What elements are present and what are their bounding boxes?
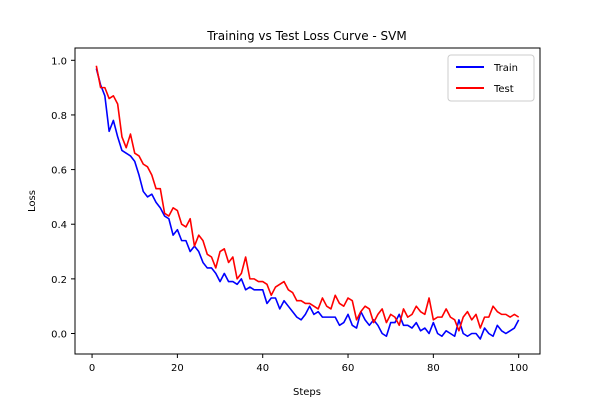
x-tick-label: 40 (256, 363, 269, 374)
legend-label-test: Test (493, 84, 514, 95)
x-tick-label: 20 (171, 363, 184, 374)
y-tick-label: 0.0 (51, 330, 67, 341)
x-tick-label: 100 (509, 363, 528, 374)
axes-frame (74, 47, 541, 355)
legend: Train Test (447, 54, 535, 102)
legend-label-train: Train (493, 63, 518, 74)
x-axis-ticks: 0 20 40 60 80 100 (89, 354, 528, 374)
y-axis-ticks: 0.0 0.2 0.4 0.6 0.8 1.0 (51, 56, 75, 341)
x-tick-label: 0 (89, 363, 95, 374)
series-line-test (95, 65, 520, 332)
y-axis-label: Loss (27, 190, 38, 212)
y-tick-label: 0.8 (51, 111, 67, 122)
chart-title: Training vs Test Loss Curve - SVM (206, 29, 406, 43)
y-tick-label: 0.4 (51, 220, 67, 231)
x-tick-label: 80 (427, 363, 440, 374)
y-tick-label: 0.2 (51, 275, 67, 286)
series-line-train (95, 68, 520, 340)
y-tick-label: 1.0 (51, 56, 67, 67)
legend-box (447, 54, 535, 102)
y-tick-label: 0.6 (51, 166, 67, 177)
plot-area: 0 20 40 60 80 100 0.0 0.2 0.4 0.6 0.8 1.0 (51, 47, 541, 374)
x-tick-label: 60 (342, 363, 355, 374)
series-layer (95, 65, 520, 340)
x-axis-label: Steps (293, 387, 321, 398)
